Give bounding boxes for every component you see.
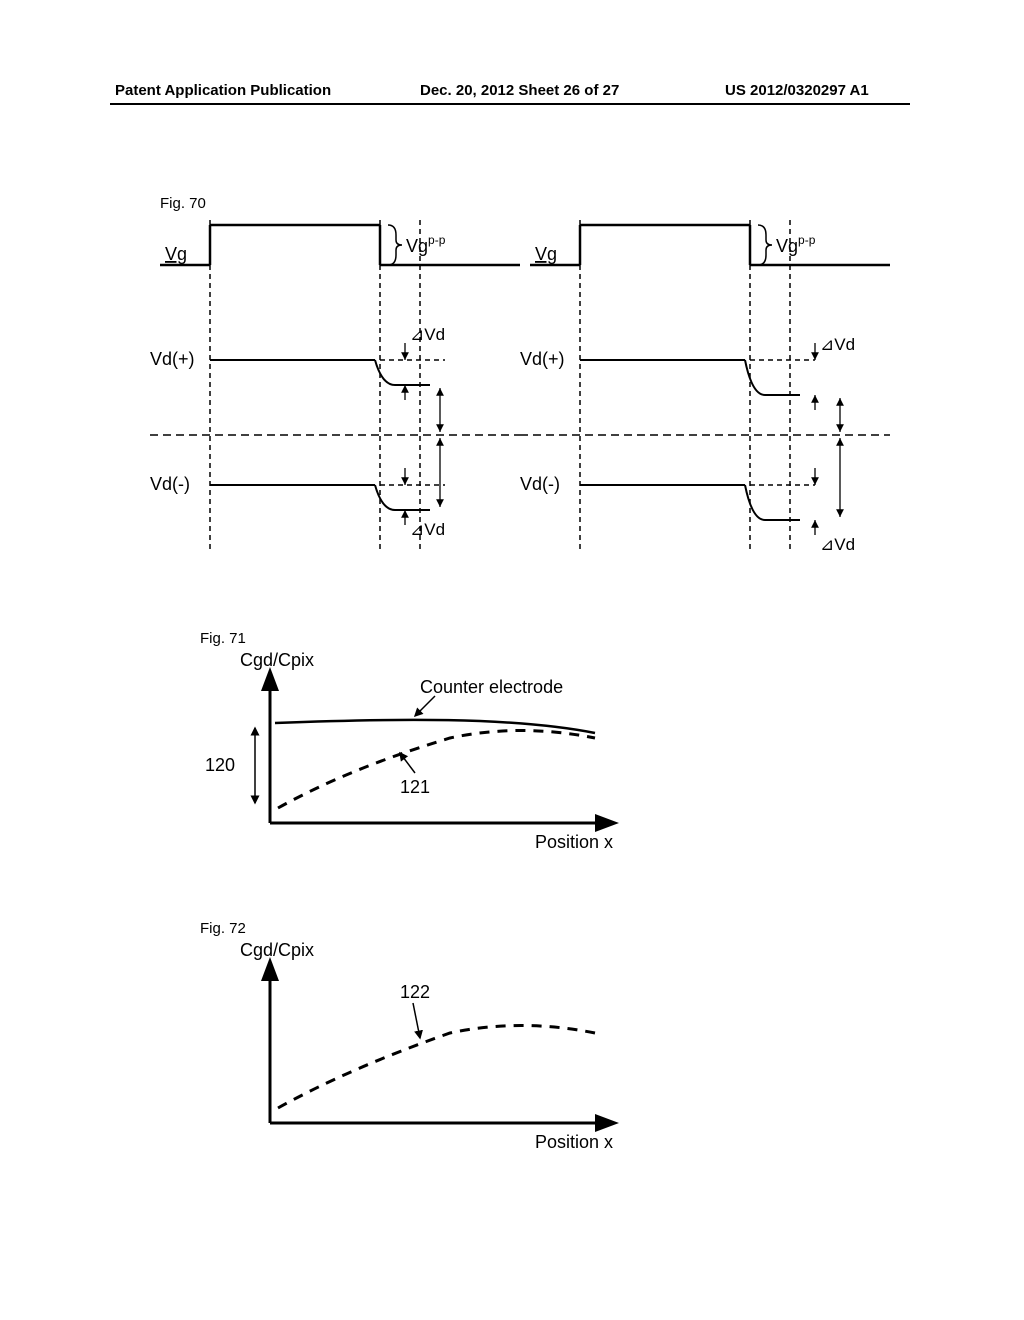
fig71-ref121: 121 — [400, 777, 430, 797]
fig70-vg-left: Vg — [165, 244, 187, 264]
fig70-deltavd-dn-left: ⊿Vd — [410, 520, 445, 539]
fig71-xlabel: Position x — [535, 832, 613, 852]
fig70-vdplus-left: Vd(+) — [150, 349, 195, 369]
page-container: Patent Application Publication Dec. 20, … — [0, 0, 1024, 1320]
fig72-label: Fig. 72 — [200, 920, 246, 937]
header-rule — [110, 103, 910, 105]
fig71-counter-label: Counter electrode — [420, 677, 563, 697]
fig72-xlabel: Position x — [535, 1132, 613, 1152]
fig70-deltavd-dn-right: ⊿Vd — [820, 535, 855, 554]
fig70-vdminus-left: Vd(-) — [150, 474, 190, 494]
fig70-vgpp-left: Vgp-p — [406, 233, 446, 256]
header-left: Patent Application Publication — [115, 82, 331, 99]
fig71-ylabel: Cgd/Cpix — [240, 650, 314, 670]
fig71-label: Fig. 71 — [200, 630, 246, 647]
fig70-vdplus-right: Vd(+) — [520, 349, 565, 369]
fig72-ylabel: Cgd/Cpix — [240, 940, 314, 960]
fig71-ref120: 120 — [205, 755, 235, 775]
fig70-vgpp-right: Vgp-p — [776, 233, 816, 256]
fig72-diagram: Cgd/Cpix Position x 122 — [200, 938, 680, 1168]
fig71-diagram: Cgd/Cpix Position x Counter electrode 12… — [200, 648, 680, 868]
header-mid: Dec. 20, 2012 Sheet 26 of 27 — [420, 82, 619, 99]
header-right: US 2012/0320297 A1 — [725, 82, 869, 99]
fig70-vdminus-right: Vd(-) — [520, 474, 560, 494]
fig72-ref122: 122 — [400, 982, 430, 1002]
fig70-deltavd-up-right: ⊿Vd — [820, 335, 855, 354]
fig70-diagram: Vg Vgp-p Vd(+) ⊿Vd Vd(-) — [150, 210, 910, 560]
fig70-vg-right: Vg — [535, 244, 557, 264]
fig70-deltavd-up-left: ⊿Vd — [410, 325, 445, 344]
